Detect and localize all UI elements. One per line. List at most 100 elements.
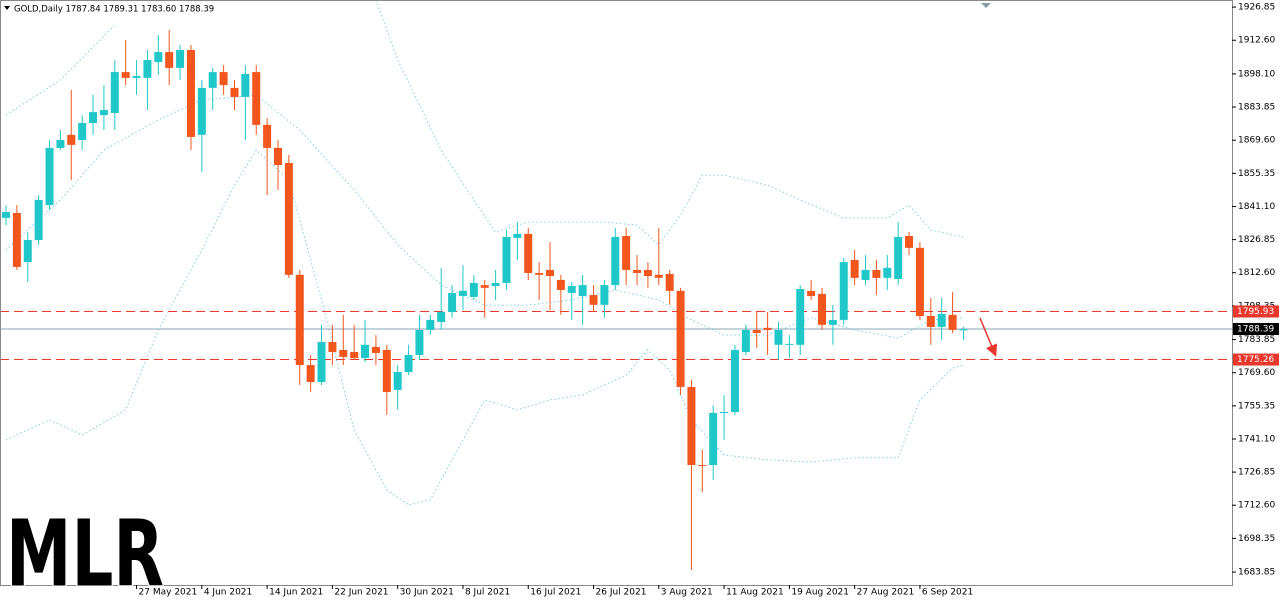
candle-body [883,267,892,278]
candle-body [567,285,576,293]
candle-body [186,49,195,137]
watermark-logo: MLR [6,500,164,602]
candle-body [89,112,98,123]
candle-body [437,312,446,323]
candle-body [263,124,272,148]
price-axis: 1926.85 1912.60 1898.10 1883.85 1869.60 1855.… [1232,3,1279,578]
x-tick-label: 16 Jul 2021 [530,588,581,598]
price-label: 1775.26 [1237,355,1274,365]
candle-body [741,329,750,353]
symbol-header: GOLD,Daily 1787.84 1789.31 1783.60 1788.… [14,5,214,15]
y-tick-label: 1698.35 [1238,534,1275,544]
candle-body [622,235,631,270]
candle-body [774,329,783,345]
y-tick-label: 1898.10 [1238,69,1275,79]
candle-body [785,343,794,345]
candle-body [915,247,924,316]
candle-body [491,282,500,286]
y-tick-label: 1855.35 [1238,169,1275,179]
price-label-box [1233,353,1279,366]
candle-body [339,349,348,357]
candle-body [56,139,65,148]
candle-body [730,349,739,413]
candle-body [197,87,206,135]
candle-body [665,273,674,291]
y-tick-label: 1869.60 [1238,136,1275,146]
candle-body [709,412,718,466]
candle-body [382,349,391,393]
y-tick-label: 1812.60 [1238,268,1275,278]
x-tick-label: 30 Jun 2021 [400,588,454,598]
arrow-annotation [979,317,998,357]
candle-body [274,147,282,166]
x-tick-label: 22 Jun 2021 [334,588,388,598]
candle-body [99,109,108,116]
candle-body [230,87,239,97]
y-tick-label: 1912.60 [1238,36,1275,46]
candle-body [448,292,457,313]
candle-body [654,274,663,278]
candle-body [828,319,837,325]
plot-frame [0,0,1233,586]
candle-body [415,329,424,356]
x-tick-label: 27 Aug 2021 [857,588,915,598]
candle-body [839,262,848,320]
candle-body [807,290,816,296]
price-label-box [1233,305,1279,318]
y-tick-label: 1783.85 [1238,335,1275,345]
candle-body [219,72,228,86]
candle-body [589,295,598,305]
candle-body [306,365,315,383]
candle-body [34,199,43,240]
candle-body [469,282,478,297]
candle-body [67,134,76,145]
candle-body [361,344,370,359]
x-tick-label: 19 Aug 2021 [791,588,849,598]
candle-body [818,293,826,325]
price-label-box [1233,323,1279,336]
candle-body [796,289,805,345]
candle-body [959,329,968,331]
candle-body [752,329,761,333]
candle-body [850,259,859,278]
candle-body [143,59,152,78]
band-line [5,149,964,506]
candle-body [611,236,620,286]
candle-body [872,269,881,278]
candle-body [633,269,642,273]
candle-body [502,236,511,283]
candle-body [458,290,467,296]
candle-body [861,269,870,280]
candle-body [556,279,565,290]
candle-body [284,162,293,275]
y-tick-label: 1769.60 [1238,368,1275,378]
candle-body [524,233,533,273]
y-tick-label: 1926.85 [1238,3,1275,13]
candle-body [252,72,261,125]
candle-body [176,49,185,68]
candle-body [676,290,685,387]
candle-body [480,285,489,288]
candle-body [295,274,304,366]
x-tick-label: 8 Jul 2021 [465,588,510,598]
candle-body [154,52,163,63]
x-tick-label: 3 Aug 2021 [661,588,713,598]
candle-body [937,313,946,327]
candle-body [12,212,21,267]
candle-body [23,239,32,263]
y-tick-label: 1741.10 [1238,434,1275,444]
y-tick-label: 1841.10 [1238,202,1275,212]
x-tick-label: 27 May 2021 [139,588,198,598]
candle-body [600,285,609,305]
candle-body [905,235,914,248]
candle-body [926,315,935,327]
candle-body [132,76,141,78]
x-tick-label: 14 Jun 2021 [269,588,323,598]
candle-body [121,72,130,78]
candle-body [110,72,119,114]
candle-body [763,327,772,330]
price-label: 1795.93 [1237,307,1274,317]
band-line [5,24,116,116]
x-tick-label: 4 Jun 2021 [204,588,252,598]
candle-body [720,412,729,414]
